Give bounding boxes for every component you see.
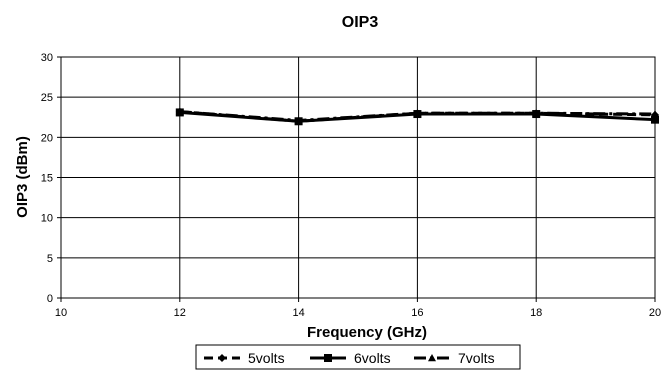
y-tick-label: 0 (47, 293, 53, 305)
legend: 5volts 6volts 7volts (195, 344, 521, 370)
data-point (532, 109, 541, 117)
y-tick-label: 15 (41, 173, 53, 185)
y-axis-title: OIP3 (dBm) (14, 136, 31, 218)
chart-title: OIP3 (342, 14, 379, 31)
data-point (413, 109, 422, 117)
data-point (175, 107, 184, 115)
x-tick-label: 12 (174, 307, 186, 319)
legend-item-7volts: 7volts (414, 350, 495, 366)
legend-label: 7volts (458, 350, 495, 366)
x-tick-label: 14 (292, 307, 304, 319)
legend-item-5volts: 5volts (204, 350, 285, 366)
x-tick-label: 18 (530, 307, 542, 319)
y-tick-label: 10 (41, 213, 53, 225)
data-series (175, 107, 659, 126)
legend-marker (324, 354, 332, 362)
data-point (294, 116, 303, 124)
legend-label: 6volts (354, 350, 391, 366)
legend-marker (218, 354, 226, 362)
x-tick-label: 16 (411, 307, 423, 319)
y-tick-label: 5 (47, 253, 53, 265)
y-tick-label: 20 (41, 132, 53, 144)
data-point (651, 115, 659, 124)
data-point (651, 110, 659, 118)
y-tick-label: 25 (41, 92, 53, 104)
legend-label: 5volts (248, 350, 285, 366)
legend-item-6volts: 6volts (310, 350, 391, 366)
y-tick-label: 30 (41, 52, 53, 64)
x-tick-label: 10 (55, 307, 67, 319)
axis-ticks: 0 5 10 15 20 25 30 10 12 14 16 18 20 (41, 52, 661, 319)
legend-box (195, 344, 521, 370)
grid-lines (60, 56, 656, 299)
x-axis-title: Frequency (GHz) (307, 324, 427, 341)
legend-marker (428, 354, 436, 362)
x-tick-label: 20 (649, 307, 661, 319)
series-7volts (175, 107, 659, 124)
